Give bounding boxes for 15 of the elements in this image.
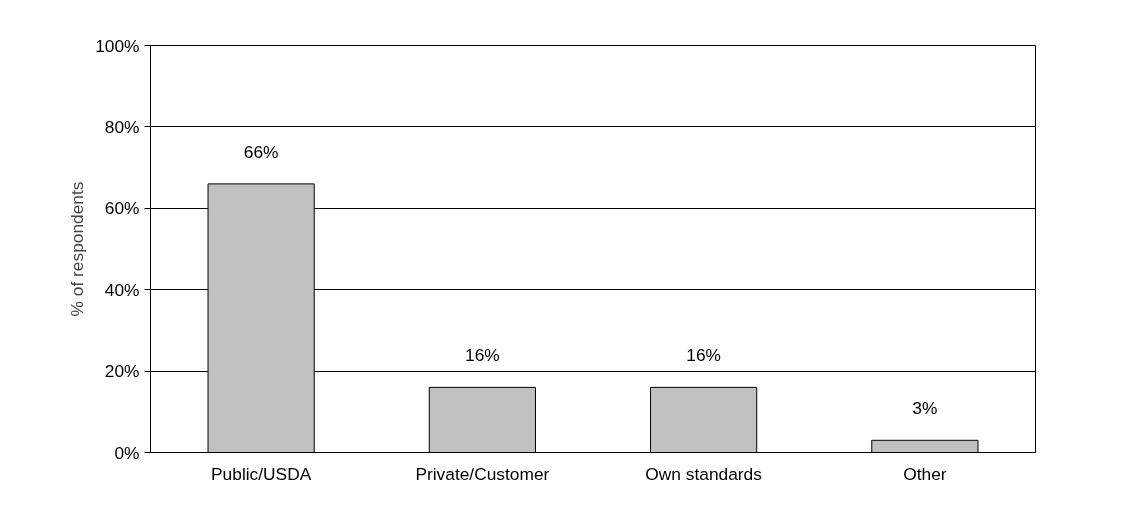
- x-tick-label: Public/USDA: [211, 463, 312, 484]
- y-tick-label: 80%: [104, 116, 140, 137]
- y-axis-title: % of respondents: [67, 181, 88, 317]
- y-tick-label: 20%: [104, 361, 140, 382]
- data-label: 16%: [465, 345, 500, 366]
- y-tick-label: 0%: [114, 442, 140, 463]
- data-label: 3%: [912, 398, 938, 419]
- y-tick-label: 40%: [104, 279, 140, 300]
- y-tick-label: 100%: [95, 35, 140, 56]
- x-tick-label: Other: [903, 463, 947, 484]
- x-tick-label: Private/Customer: [415, 463, 550, 484]
- x-tick-label: Own standards: [645, 463, 763, 484]
- data-label: 66%: [243, 141, 279, 162]
- data-label: 16%: [686, 345, 721, 366]
- y-tick-label: 60%: [104, 198, 140, 219]
